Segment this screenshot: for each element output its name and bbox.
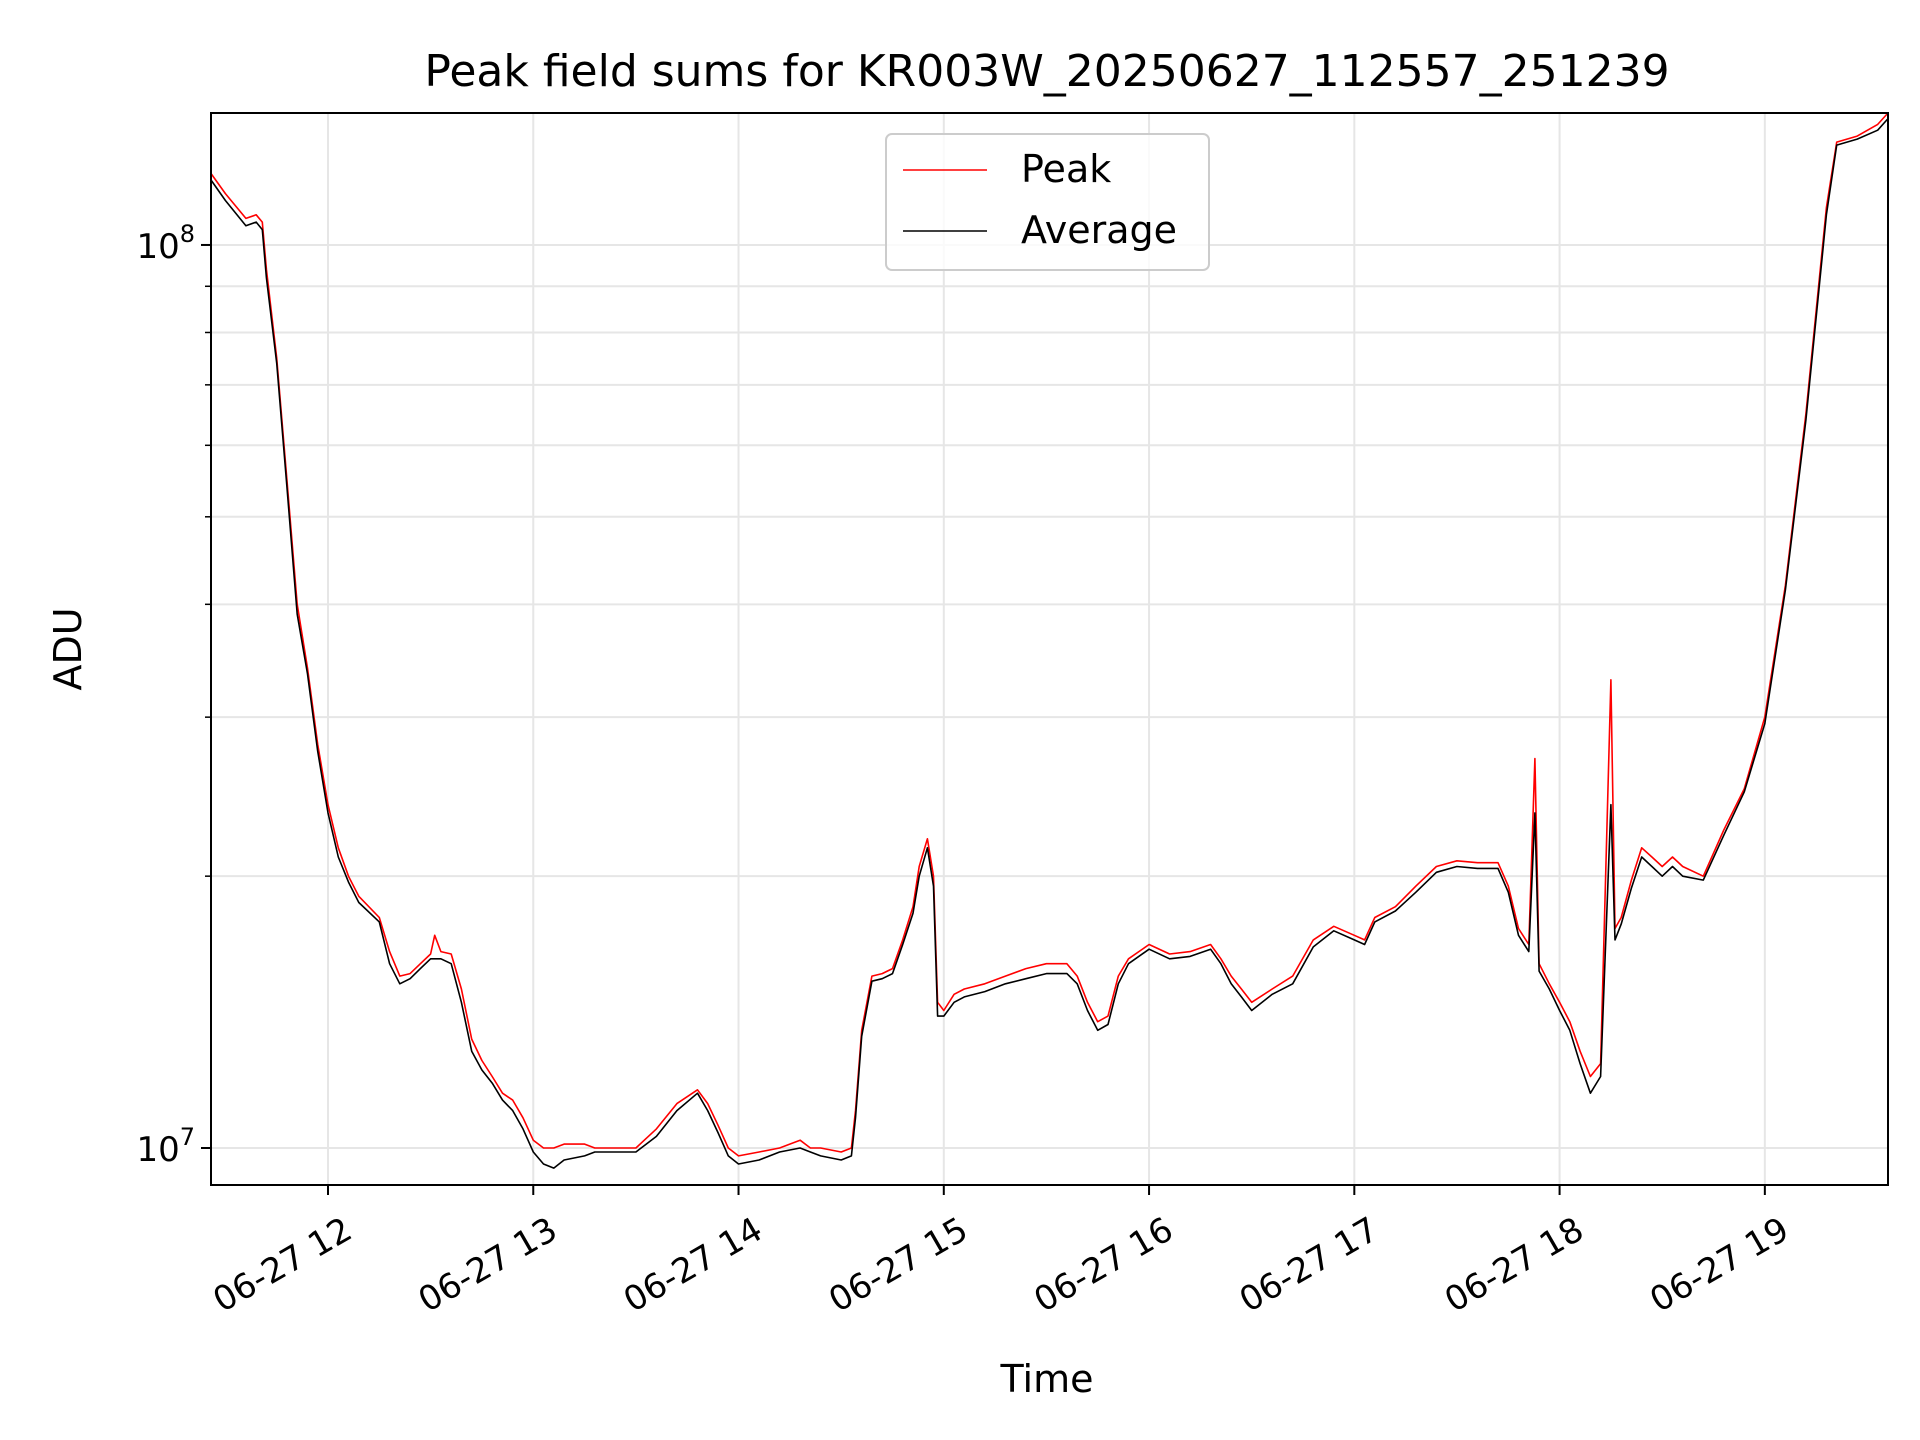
legend-label-average: Average xyxy=(1021,208,1177,252)
series-layer xyxy=(210,112,1889,1169)
plot-frame xyxy=(210,112,1889,1186)
y-axis-label: ADU xyxy=(46,607,90,690)
chart-title: Peak field sums for KR003W_20250627_1125… xyxy=(424,46,1669,97)
y-axis-ticks: 107 108 xyxy=(136,220,211,1170)
x-axis-label: Time xyxy=(1000,1357,1094,1401)
legend-label-peak: Peak xyxy=(1021,147,1111,191)
series-line-peak xyxy=(210,112,1889,1157)
y-tick-label: 108 xyxy=(136,220,195,267)
series-line-average xyxy=(210,118,1889,1169)
y-tick-label: 107 xyxy=(136,1123,195,1170)
legend-box xyxy=(885,133,1210,271)
legend: Peak Average xyxy=(885,133,1210,271)
